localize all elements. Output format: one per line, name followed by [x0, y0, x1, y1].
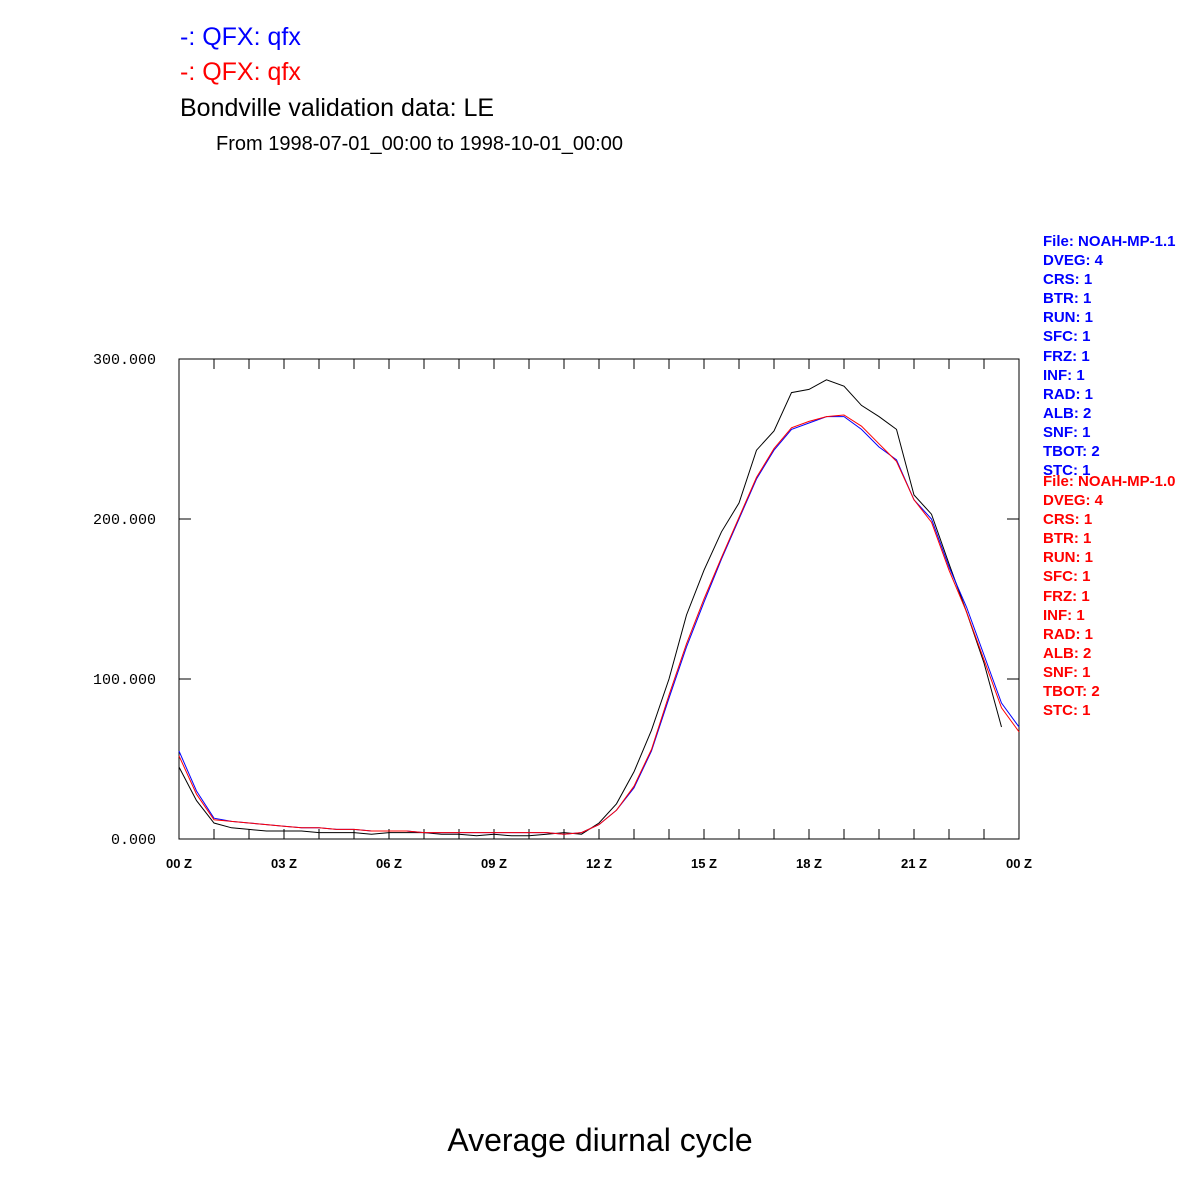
y-tick-label: 100.000: [93, 672, 156, 689]
chart-title: Bondville validation data: LE: [180, 94, 495, 122]
y-tick-label: 300.000: [93, 352, 156, 369]
metadata-line: RAD: 1: [1043, 385, 1094, 403]
x-tick-label: 21 Z: [901, 856, 927, 871]
metadata-line: File: NOAH-MP-1.0: [1043, 473, 1176, 490]
series-line-2: [178, 414, 1020, 835]
metadata-line: RUN: 1: [1043, 549, 1094, 567]
x-tick-label: 12 Z: [586, 856, 612, 871]
x-tick-label: 09 Z: [481, 856, 507, 871]
metadata-line: File: NOAH-MP-1.1: [1043, 233, 1176, 250]
y-tick-label: 0.000: [111, 832, 156, 849]
metadata-line: STC: 1: [1043, 462, 1091, 480]
metadata-line: ALB: 2: [1043, 404, 1092, 422]
metadata-line: DVEG: 4: [1043, 252, 1104, 270]
metadata-line: FRZ: 1: [1043, 587, 1090, 605]
x-tick-label: 15 Z: [691, 856, 717, 871]
metadata-line: CRS: 1: [1043, 271, 1093, 289]
chart-subtitle: From 1998-07-01_00:00 to 1998-10-01_00:0…: [216, 133, 623, 155]
metadata-line: SNF: 1: [1043, 663, 1091, 681]
run-metadata-blue: File: NOAH-MP-1.1 DVEG: 4 CRS: 1 BTR: 1 RUN:…: [1043, 232, 1176, 480]
metadata-line: SFC: 1: [1043, 568, 1091, 586]
x-tick-label: 00 Z: [166, 856, 192, 871]
chart-footer-title: Average diurnal cycle: [447, 1122, 753, 1158]
x-tick-label: 00 Z: [1006, 856, 1032, 871]
legend-entry-red: -: QFX: qfx: [180, 58, 301, 86]
legend-entry-blue: -: QFX: qfx: [180, 23, 301, 51]
metadata-line: ALB: 2: [1043, 644, 1092, 662]
metadata-line: TBOT: 2: [1043, 683, 1100, 701]
series-line-1: [178, 416, 1020, 835]
chart-axes: 0.000 100.000 200.000 300.000 00 Z 03 Z 06 Z 09…: [93, 352, 1032, 871]
metadata-line: TBOT: 2: [1043, 443, 1100, 461]
metadata-line: DVEG: 4: [1043, 492, 1104, 510]
metadata-line: STC: 1: [1043, 702, 1091, 720]
metadata-line: SNF: 1: [1043, 423, 1091, 441]
chart-series: [178, 379, 1020, 837]
metadata-line: BTR: 1: [1043, 530, 1092, 548]
metadata-line: SFC: 1: [1043, 328, 1091, 346]
metadata-line: RAD: 1: [1043, 625, 1094, 643]
y-tick-label: 200.000: [93, 512, 156, 529]
series-line-0: [178, 379, 1002, 837]
metadata-line: BTR: 1: [1043, 290, 1092, 308]
metadata-line: FRZ: 1: [1043, 347, 1090, 365]
metadata-line: CRS: 1: [1043, 511, 1093, 529]
x-tick-label: 06 Z: [376, 856, 402, 871]
plot-frame: [178, 358, 1020, 840]
run-metadata-red: File: NOAH-MP-1.0 DVEG: 4 CRS: 1 BTR: 1 RUN:…: [1043, 472, 1176, 720]
x-tick-label: 03 Z: [271, 856, 297, 871]
metadata-line: INF: 1: [1043, 606, 1085, 624]
x-tick-label: 18 Z: [796, 856, 822, 871]
metadata-line: RUN: 1: [1043, 309, 1094, 327]
metadata-line: INF: 1: [1043, 366, 1085, 384]
